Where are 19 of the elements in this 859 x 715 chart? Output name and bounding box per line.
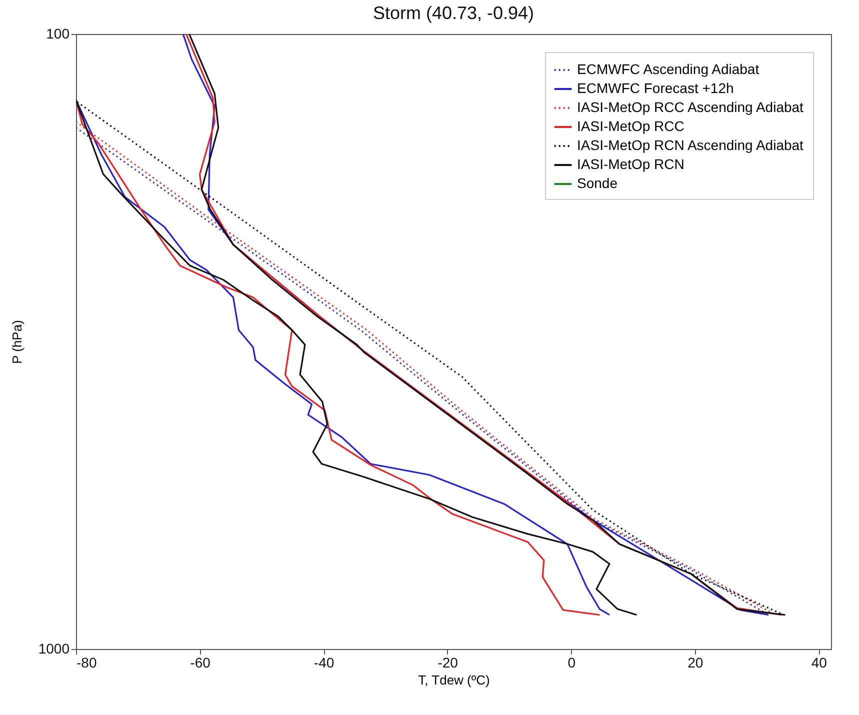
x-tick-label: 0 <box>568 654 576 670</box>
x-tick-label: -20 <box>438 654 458 670</box>
x-tick-label: -40 <box>314 654 334 670</box>
legend-label: Sonde <box>577 175 618 191</box>
y-tick-label: 100 <box>46 26 70 42</box>
legend-label: IASI-MetOp RCC <box>577 118 684 134</box>
x-axis-title: T, Tdew (ºC) <box>418 672 490 688</box>
legend-label: IASI-MetOp RCN <box>577 156 684 172</box>
y-tick-label: 1000 <box>38 640 70 656</box>
chart-title: Storm (40.73, -0.94) <box>372 3 534 23</box>
x-tick-label: -60 <box>190 654 211 670</box>
x-tick-label: 40 <box>811 654 828 670</box>
legend-label: IASI-MetOp RCN Ascending Adiabat <box>577 137 804 153</box>
legend-label: ECMWFC Forecast +12h <box>577 80 734 96</box>
legend-label: ECMWFC Ascending Adiabat <box>577 61 760 77</box>
legend-label: IASI-MetOp RCC Ascending Adiabat <box>577 99 804 115</box>
x-tick-label: -80 <box>76 654 97 670</box>
y-axis-title: P (hPa) <box>9 320 24 364</box>
x-tick-label: 20 <box>688 654 704 670</box>
